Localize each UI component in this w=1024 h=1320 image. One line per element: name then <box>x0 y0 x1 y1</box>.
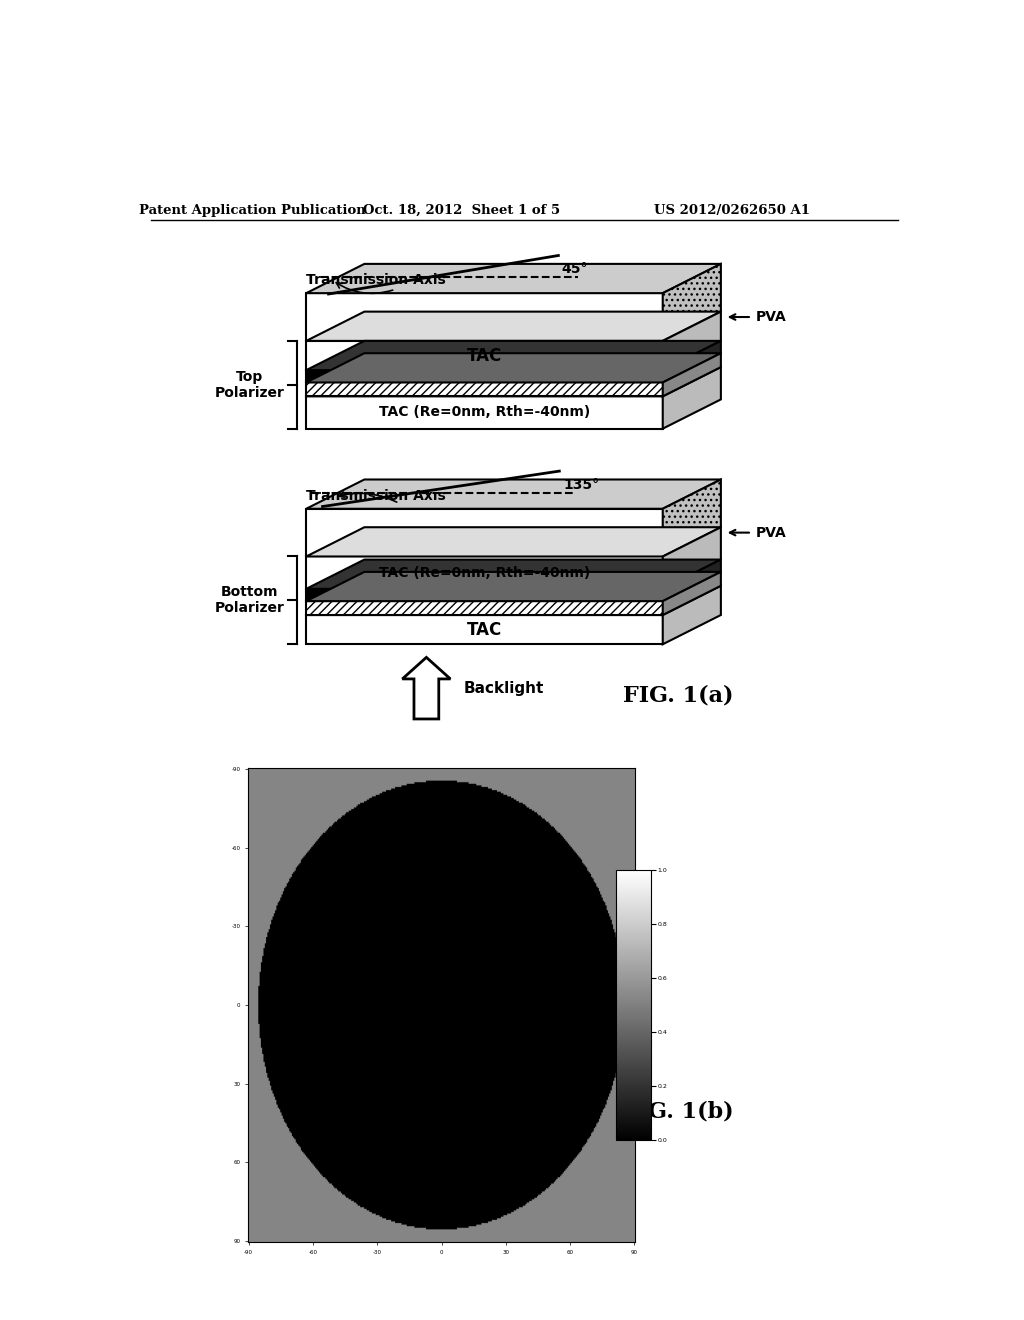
Text: Backlight: Backlight <box>464 681 544 696</box>
Polygon shape <box>663 560 721 601</box>
Text: Transmission Axis: Transmission Axis <box>306 273 445 286</box>
Polygon shape <box>306 383 663 396</box>
Polygon shape <box>663 527 721 589</box>
Polygon shape <box>663 586 721 644</box>
Text: TAC: TAC <box>467 347 502 364</box>
Text: FIG. 1(b): FIG. 1(b) <box>623 1101 734 1122</box>
Polygon shape <box>306 615 663 644</box>
Polygon shape <box>306 527 721 557</box>
Polygon shape <box>306 601 663 615</box>
Text: TAC (Re=0nm, Rth=-40nm): TAC (Re=0nm, Rth=-40nm) <box>379 405 590 420</box>
Polygon shape <box>663 341 721 383</box>
Polygon shape <box>663 572 721 615</box>
Text: FIG. 1(a): FIG. 1(a) <box>623 685 733 708</box>
Text: Bottom
Polarizer: Bottom Polarizer <box>215 585 285 615</box>
Text: US 2012/0262650 A1: US 2012/0262650 A1 <box>654 205 811 218</box>
Text: Top
Polarizer: Top Polarizer <box>215 370 285 400</box>
Text: TAC (Re=0nm, Rth=-40nm): TAC (Re=0nm, Rth=-40nm) <box>379 566 590 579</box>
Text: 45°: 45° <box>561 263 588 276</box>
Polygon shape <box>306 396 663 429</box>
Polygon shape <box>306 572 721 601</box>
Title: Transmissive Plot: Transmissive Plot <box>393 758 489 767</box>
Polygon shape <box>306 341 721 370</box>
Polygon shape <box>306 479 721 508</box>
Polygon shape <box>306 370 663 383</box>
Text: PVA: PVA <box>756 525 786 540</box>
Text: PVA: PVA <box>756 310 786 323</box>
Polygon shape <box>306 560 721 589</box>
Polygon shape <box>306 589 663 601</box>
Polygon shape <box>306 557 663 589</box>
Polygon shape <box>663 367 721 429</box>
Polygon shape <box>663 479 721 557</box>
Text: Patent Application Publication: Patent Application Publication <box>138 205 366 218</box>
Polygon shape <box>306 508 663 557</box>
Polygon shape <box>306 341 663 370</box>
Text: Oct. 18, 2012  Sheet 1 of 5: Oct. 18, 2012 Sheet 1 of 5 <box>362 205 560 218</box>
Text: 135°: 135° <box>563 478 599 492</box>
Polygon shape <box>663 264 721 341</box>
Polygon shape <box>663 312 721 370</box>
Polygon shape <box>306 586 721 615</box>
FancyArrow shape <box>402 657 451 719</box>
Text: TAC: TAC <box>467 620 502 639</box>
Polygon shape <box>306 264 721 293</box>
Polygon shape <box>306 354 721 383</box>
Polygon shape <box>306 312 721 341</box>
Text: Transmission Axis: Transmission Axis <box>306 488 445 503</box>
Polygon shape <box>663 354 721 396</box>
Polygon shape <box>306 293 663 341</box>
Polygon shape <box>306 367 721 396</box>
